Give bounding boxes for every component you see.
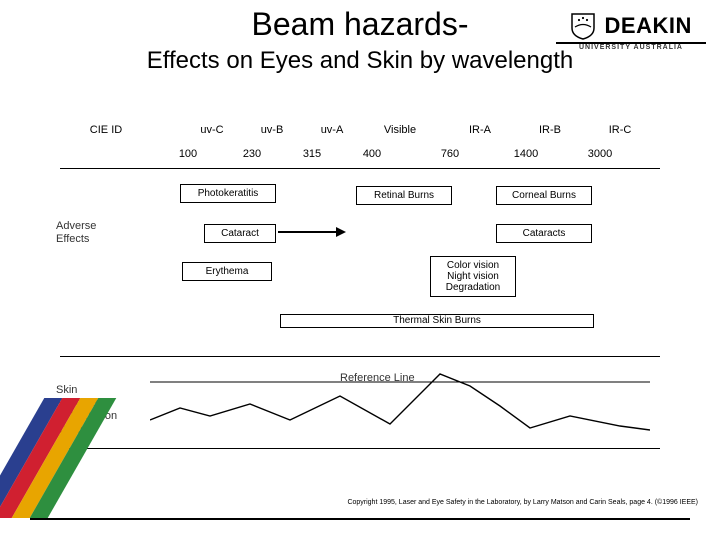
band-ira: IR-A [450, 124, 510, 136]
label-adverse-effects: AdverseEffects [56, 220, 134, 246]
box-cataract: Cataract [204, 224, 276, 243]
band-visible: Visible [370, 124, 430, 136]
wavelength-760: 760 [420, 148, 480, 160]
copyright-text: Copyright 1995, Laser and Eye Safety in … [347, 499, 698, 506]
footer-rule [30, 518, 690, 520]
band-irc: IR-C [590, 124, 650, 136]
box-erythema: Erythema [182, 262, 272, 281]
band-irb: IR-B [520, 124, 580, 136]
label-skin-penetration: Skin PenetrationOf Radiation(Depth) [56, 384, 134, 437]
box-photokeratitis: Photokeratitis [180, 184, 276, 203]
page-subtitle: Effects on Eyes and Skin by wavelength [0, 47, 720, 75]
wavelength-400: 400 [342, 148, 402, 160]
box-cataracts: Cataracts [496, 224, 592, 243]
wavelength-100: 100 [158, 148, 218, 160]
university-logo: DEAKIN UNIVERSITY AUSTRALIA [556, 12, 706, 51]
wavelength-315: 315 [282, 148, 342, 160]
band-uvb: uv-B [242, 124, 302, 136]
logo-subtext: UNIVERSITY AUSTRALIA [556, 44, 706, 51]
wavelength-230: 230 [222, 148, 282, 160]
wavelength-diagram: CIE ID AdverseEffects Skin PenetrationOf… [60, 124, 660, 474]
wavelength-1400: 1400 [496, 148, 556, 160]
arrow-head-icon [336, 227, 346, 237]
logo-text: DEAKIN [605, 13, 692, 39]
skin-penetration-curve [150, 368, 650, 444]
band-uvc: uv-C [182, 124, 242, 136]
band-uva: uv-A [302, 124, 362, 136]
divider-bottom [60, 448, 660, 449]
box-thermal-skin-burns: Thermal Skin Burns [280, 314, 594, 328]
divider-mid [60, 356, 660, 357]
shield-icon [570, 12, 596, 40]
box-retinal-burns: Retinal Burns [356, 186, 452, 205]
box-corneal-burns: Corneal Burns [496, 186, 592, 205]
arrow-line [278, 231, 336, 233]
divider-top [60, 168, 660, 169]
box-color-vision: Color visionNight visionDegradation [430, 256, 516, 297]
header-cie: CIE ID [76, 124, 136, 136]
wavelength-3000: 3000 [570, 148, 630, 160]
